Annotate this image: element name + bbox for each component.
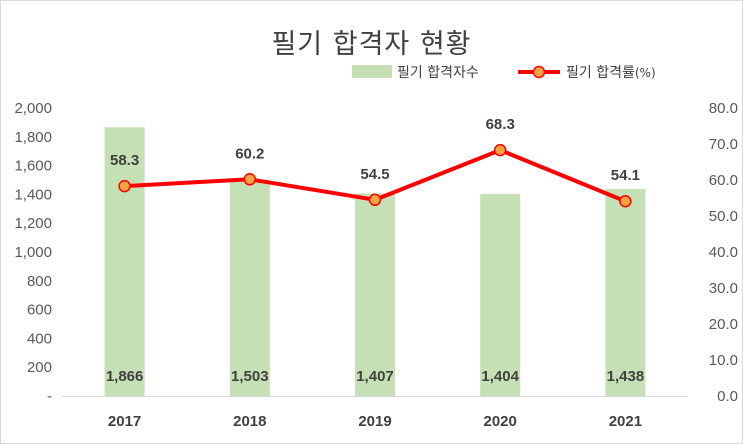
bar-2019 [355, 193, 395, 396]
y-right-tick-label: 10.0 [709, 352, 738, 369]
y-right-tick-label: 70.0 [709, 136, 738, 153]
bar-2021 [605, 188, 646, 396]
legend-line-marker [532, 65, 546, 79]
y-left-tick-label: 2,000 [14, 100, 52, 117]
legend-line-label-suffix: (%) [635, 66, 656, 80]
bar-data-label-2019: 1,407 [356, 368, 394, 385]
line-layer [118, 143, 632, 208]
y-left-tick-label: 800 [27, 273, 52, 290]
bar-data-label-2021: 1,438 [607, 368, 645, 385]
rate-data-label-2018: 60.2 [235, 145, 264, 162]
y-right-tick-label: 20.0 [709, 316, 738, 333]
rate-point-2018 [243, 173, 257, 186]
x-tick-label-2020: 2020 [484, 413, 517, 430]
y-left-tick-label: - [47, 388, 52, 405]
legend-line-label: 필기 합격률(%) [566, 65, 656, 81]
labels-layer: 58.3 60.2 54.5 68.3 54.1 1,866 1,503 1,407 1,404… [106, 116, 644, 385]
y-left-tick-label: 1,400 [14, 186, 52, 203]
rate-point-2021 [619, 194, 632, 208]
x-tick-label-2019: 2019 [358, 413, 391, 430]
y-left-tick-label: 1,800 [14, 129, 52, 146]
y-right-tick-label: 40.0 [709, 244, 738, 261]
rate-data-label-2020: 68.3 [486, 116, 515, 133]
bar-2018 [229, 179, 270, 396]
bar-2020 [480, 193, 521, 396]
rate-point-2019 [368, 193, 382, 207]
chart-title: 필기 합격자 현황 [271, 29, 472, 60]
rate-data-label-2019: 54.5 [360, 166, 389, 183]
legend-bar-swatch [352, 65, 392, 78]
rate-point-2017 [118, 179, 131, 193]
y-left-tick-label: 400 [27, 330, 52, 347]
y-right-tick-label: 50.0 [709, 208, 738, 225]
y-left-tick-label: 600 [27, 302, 52, 319]
x-tick-label-2017: 2017 [108, 413, 141, 430]
y-right-tick-label: 30.0 [709, 280, 738, 297]
bar-2017 [104, 127, 145, 397]
y-left-tick-label: 200 [27, 359, 52, 376]
y-right-tick-label: 60.0 [709, 172, 738, 189]
y-left-tick-label: 1,000 [14, 244, 52, 261]
y-left-tick-label: 1,200 [14, 215, 52, 232]
legend-line-label-main: 필기 합격률 [566, 65, 635, 81]
rate-point-2020 [493, 143, 507, 157]
legend: 필기 합격자수 필기 합격률(%) [352, 65, 656, 81]
bar-data-label-2017: 1,866 [106, 368, 144, 385]
y-right-tick-label: 0.0 [717, 388, 738, 405]
legend-bar-label: 필기 합격자수 [397, 65, 479, 81]
axis-layer: - 200 400 600 800 1,000 1,200 1,400 1,600 1,800 2,… [14, 100, 738, 430]
x-tick-label-2018: 2018 [233, 413, 266, 430]
rate-data-label-2017: 58.3 [110, 152, 139, 169]
y-right-tick-label: 80.0 [709, 100, 738, 117]
y-left-tick-label: 1,600 [14, 158, 52, 175]
bars-layer [104, 127, 646, 397]
bar-data-label-2018: 1,503 [231, 368, 269, 385]
x-tick-label-2021: 2021 [609, 413, 642, 430]
rate-data-label-2021: 54.1 [611, 167, 640, 184]
bar-data-label-2020: 1,404 [481, 368, 519, 385]
